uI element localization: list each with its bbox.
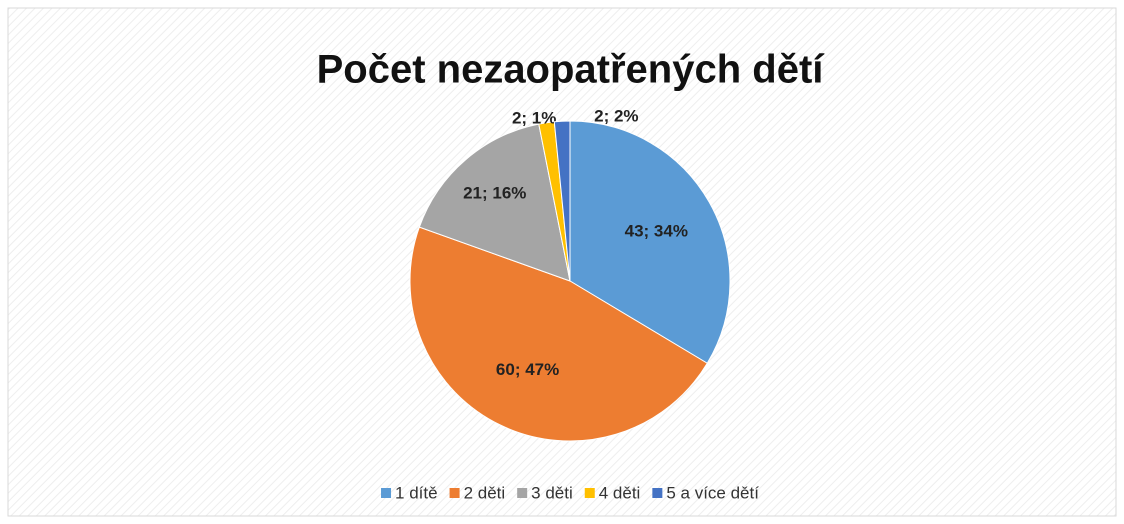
legend-swatch bbox=[517, 488, 528, 498]
legend-swatch bbox=[449, 488, 460, 498]
data-label: 21; 16% bbox=[463, 183, 526, 202]
data-label: 2; 1% bbox=[512, 108, 556, 127]
legend-label: 4 děti bbox=[599, 483, 641, 502]
data-label: 2; 2% bbox=[594, 107, 638, 126]
pie-slice bbox=[569, 120, 731, 364]
legend-swatch bbox=[584, 488, 595, 498]
chart-title: Počet nezaopatřených dětí bbox=[317, 48, 826, 92]
pie-slice bbox=[553, 120, 571, 282]
pie-slice bbox=[409, 226, 708, 442]
legend-swatch bbox=[381, 488, 392, 498]
pie-slice bbox=[418, 123, 571, 282]
legend-label: 3 děti bbox=[531, 483, 573, 502]
legend-label: 5 a více dětí bbox=[666, 483, 759, 502]
data-label: 60; 47% bbox=[496, 360, 559, 379]
data-label: 43; 34% bbox=[625, 222, 688, 241]
legend-swatch bbox=[652, 488, 663, 498]
legend-label: 1 dítě bbox=[395, 483, 438, 502]
legend-label: 2 děti bbox=[464, 483, 506, 502]
